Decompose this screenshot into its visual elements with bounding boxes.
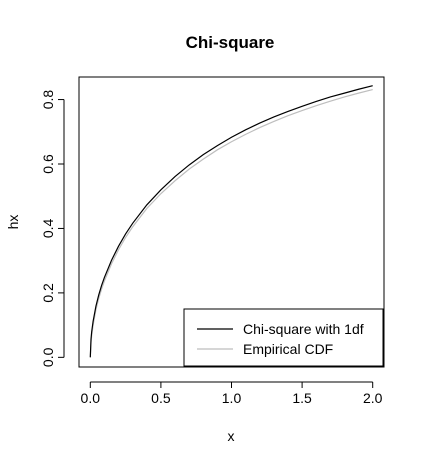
series-line-1 bbox=[89, 88, 373, 358]
x-axis-label: x bbox=[228, 428, 235, 444]
legend-box bbox=[183, 308, 384, 367]
y-tick-label: 0.8 bbox=[40, 90, 56, 110]
legend-label-0: Chi-square with 1df bbox=[243, 321, 364, 337]
chart-title: Chi-square bbox=[186, 33, 275, 52]
x-tick-label: 1.0 bbox=[222, 390, 242, 406]
x-tick-label: 0.0 bbox=[81, 390, 101, 406]
y-tick-label: 0.4 bbox=[40, 219, 56, 239]
y-tick-label: 0.6 bbox=[40, 154, 56, 174]
x-tick-label: 1.5 bbox=[292, 390, 312, 406]
series-line-0 bbox=[89, 85, 373, 358]
legend: Chi-square with 1df Empirical CDF bbox=[183, 308, 384, 367]
y-axis-label: hx bbox=[5, 215, 21, 230]
x-axis: 0.0 0.5 1.0 1.5 2.0 bbox=[81, 366, 383, 406]
y-tick-label: 0.2 bbox=[40, 283, 56, 303]
y-axis: 0.0 0.2 0.4 0.6 0.8 bbox=[40, 90, 65, 367]
curves-group bbox=[89, 85, 373, 358]
y-tick-label: 0.0 bbox=[40, 347, 56, 367]
x-tick-label: 0.5 bbox=[151, 390, 171, 406]
x-tick-label: 2.0 bbox=[363, 390, 383, 406]
legend-label-1: Empirical CDF bbox=[243, 341, 333, 357]
